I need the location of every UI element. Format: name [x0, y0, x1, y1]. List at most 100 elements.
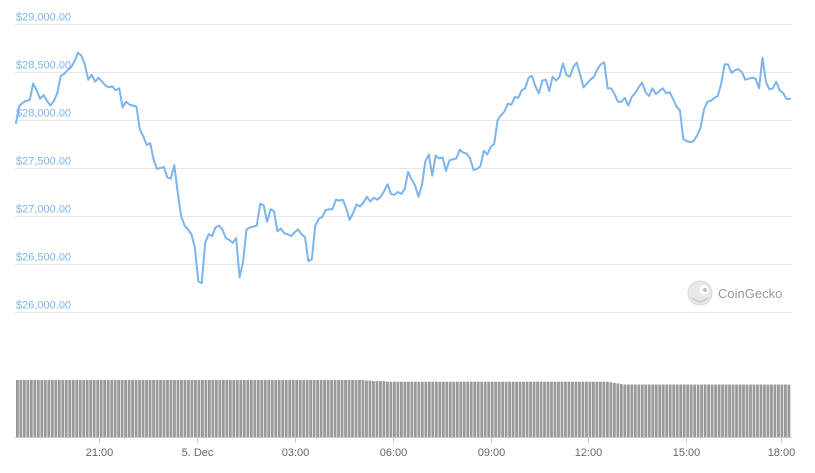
volume-bar — [602, 381, 606, 437]
volume-bar — [564, 381, 567, 437]
volume-bar — [536, 381, 539, 437]
volume-bar — [560, 381, 564, 437]
volume-bar — [382, 381, 386, 437]
volume-bar — [473, 381, 477, 437]
volume-bar — [742, 384, 745, 437]
volume-bar — [724, 384, 728, 437]
volume-bar — [358, 380, 361, 437]
volume-bar — [61, 380, 65, 437]
volume-bar — [529, 381, 532, 437]
volume-bar — [337, 380, 340, 437]
volume-bar — [749, 384, 752, 437]
volume-bar — [19, 380, 23, 437]
volume-bar — [717, 384, 721, 437]
volume-bar — [68, 380, 72, 437]
volume-bar — [546, 381, 550, 437]
volume-bar — [180, 380, 183, 437]
volume-bar — [159, 380, 162, 437]
volume-bar — [644, 384, 648, 437]
volume-bar — [194, 380, 197, 437]
volume-bar — [162, 380, 166, 437]
volume-bar — [745, 384, 749, 437]
volume-bar — [131, 380, 134, 437]
volume-bar — [780, 384, 784, 437]
volume-bar — [270, 380, 274, 437]
volume-bar — [571, 381, 574, 437]
volume-bar — [682, 384, 686, 437]
volume-bar — [756, 384, 759, 437]
volume-bar — [588, 381, 592, 437]
volume-bar — [400, 381, 403, 437]
volume-bar — [36, 380, 40, 437]
x-tick-label-6: 15:00 — [673, 447, 701, 459]
x-tick-label-1: 5. Dec — [182, 447, 214, 459]
volume-bar — [637, 384, 641, 437]
volume-bar — [323, 380, 326, 437]
volume-bar — [312, 380, 316, 437]
volume-bar — [173, 380, 176, 437]
volume-bar — [274, 380, 278, 437]
volume-bar — [82, 380, 86, 437]
volume-bar — [714, 384, 717, 437]
volume-bar — [413, 381, 417, 437]
volume-bar — [372, 381, 375, 437]
volume-bar — [487, 381, 491, 437]
y-tick-label-3: $27,500.00 — [16, 156, 71, 168]
volume-bar — [787, 384, 791, 437]
watermark-text: CoinGecko — [718, 286, 782, 301]
volume-bar — [515, 381, 518, 437]
volume-bar — [497, 381, 501, 437]
volume-bar — [581, 381, 585, 437]
volume-bar — [375, 381, 379, 437]
volume-bar — [316, 380, 320, 437]
volume-bar — [410, 381, 414, 437]
volume-bar — [647, 384, 651, 437]
volume-bar — [599, 381, 602, 437]
volume-bar — [550, 381, 553, 437]
volume-bar — [438, 381, 442, 437]
volume-bar — [386, 381, 389, 437]
volume-bar — [777, 384, 780, 437]
volume-bar — [511, 381, 515, 437]
volume-bar — [553, 381, 557, 437]
volume-bar — [190, 380, 194, 437]
volume-bar — [735, 384, 738, 437]
volume-bar — [626, 384, 630, 437]
volume-bar — [176, 380, 180, 437]
volume-bar — [260, 380, 264, 437]
volume-bar — [351, 380, 354, 437]
volume-bar — [686, 384, 690, 437]
volume-bar — [22, 380, 26, 437]
volume-bar — [585, 381, 588, 437]
volume-bar — [281, 380, 285, 437]
volume-bar — [169, 380, 173, 437]
volume-bars — [16, 380, 791, 437]
volume-bar — [494, 381, 498, 437]
volume-bar — [738, 384, 742, 437]
volume-bar — [728, 384, 731, 437]
volume-bar — [476, 381, 480, 437]
volume-bar — [609, 382, 613, 437]
x-axis-labels: 21:00 5. Dec 03:00 06:00 09:00 12:00 15:00 18:0… — [15, 437, 795, 459]
volume-bar — [75, 380, 79, 437]
volume-bar — [462, 381, 466, 437]
volume-bar — [480, 381, 484, 437]
volume-bar — [305, 380, 309, 437]
volume-bar — [302, 380, 306, 437]
volume-bar — [752, 384, 756, 437]
volume-bar — [347, 380, 351, 437]
volume-bar — [396, 381, 400, 437]
volume-bar — [424, 381, 428, 437]
volume-bar — [120, 380, 124, 437]
volume-bar — [455, 381, 459, 437]
volume-bar — [288, 380, 292, 437]
volume-bar — [284, 380, 288, 437]
volume-bar — [277, 380, 281, 437]
volume-bar — [393, 381, 396, 437]
volume-bar — [43, 380, 47, 437]
volume-bar — [16, 380, 19, 437]
x-tick-label-0: 21:00 — [86, 447, 114, 459]
volume-bar — [417, 381, 421, 437]
volume-bar — [249, 380, 253, 437]
volume-bar — [651, 384, 655, 437]
